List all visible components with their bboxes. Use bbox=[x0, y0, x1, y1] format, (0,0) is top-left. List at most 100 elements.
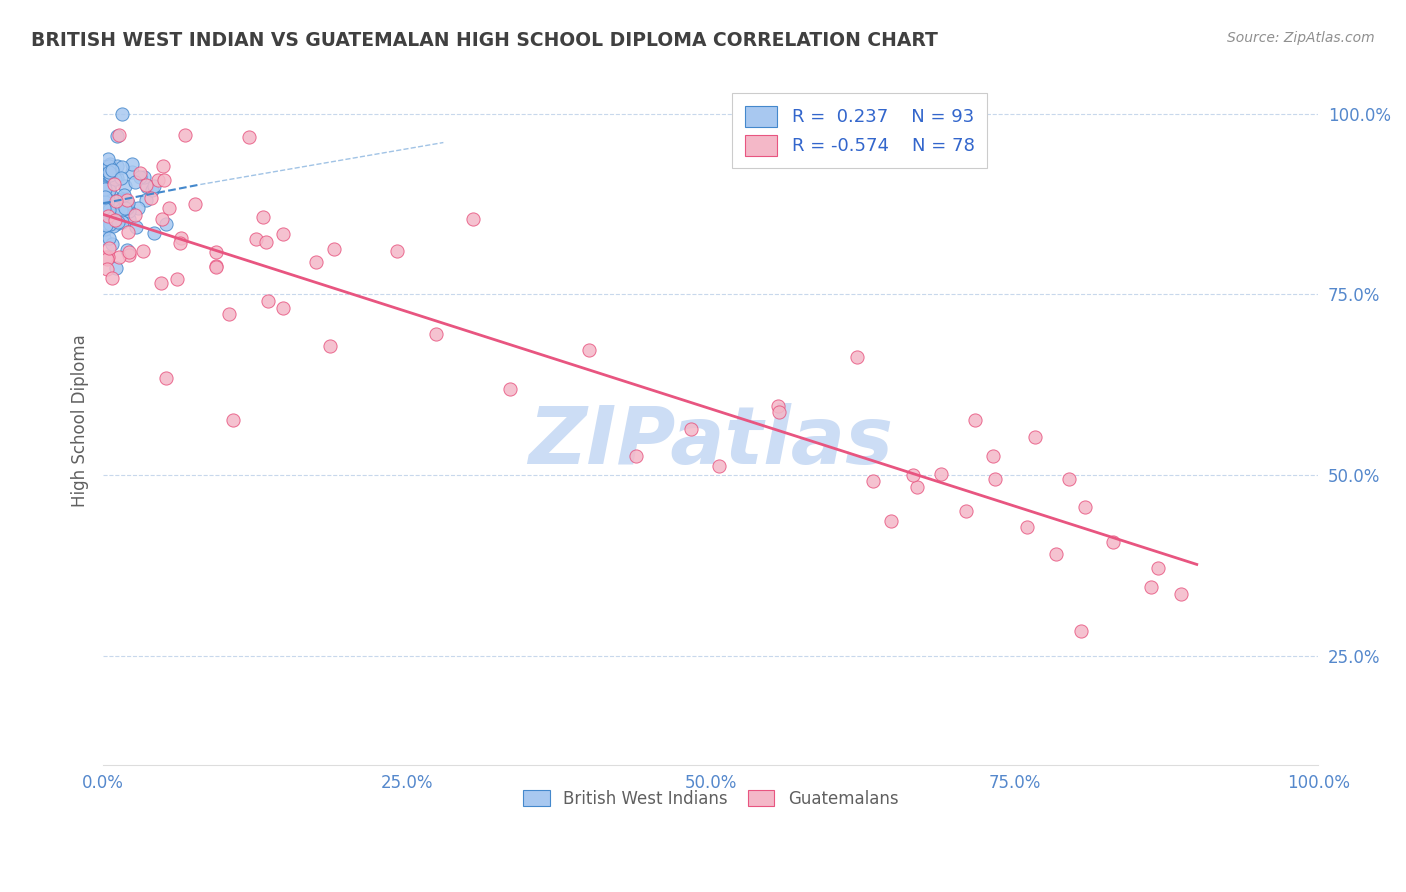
Point bbox=[93, 201, 115, 215]
Point bbox=[111, 107, 134, 121]
Point bbox=[93, 181, 115, 195]
Point bbox=[93, 160, 115, 174]
Point bbox=[707, 459, 730, 474]
Point bbox=[101, 163, 124, 178]
Point bbox=[98, 171, 121, 186]
Point bbox=[111, 160, 134, 174]
Point bbox=[97, 231, 120, 245]
Point bbox=[905, 480, 928, 494]
Point bbox=[132, 169, 155, 184]
Point bbox=[159, 201, 181, 215]
Point bbox=[121, 165, 143, 179]
Point bbox=[238, 130, 260, 145]
Point bbox=[97, 193, 120, 207]
Point bbox=[205, 260, 228, 274]
Point bbox=[319, 339, 342, 353]
Point bbox=[101, 219, 124, 234]
Point bbox=[981, 450, 1004, 464]
Point bbox=[97, 182, 120, 196]
Point bbox=[304, 255, 326, 269]
Point bbox=[984, 472, 1007, 486]
Point bbox=[1024, 430, 1046, 444]
Point bbox=[121, 157, 143, 171]
Point bbox=[135, 178, 157, 192]
Text: ZIPatlas: ZIPatlas bbox=[529, 402, 893, 481]
Point bbox=[114, 202, 136, 216]
Point bbox=[128, 166, 150, 180]
Point bbox=[97, 164, 120, 178]
Point bbox=[124, 209, 146, 223]
Point bbox=[117, 193, 139, 207]
Point bbox=[93, 209, 115, 223]
Point bbox=[94, 191, 117, 205]
Point bbox=[103, 201, 125, 215]
Point bbox=[105, 213, 128, 227]
Point bbox=[93, 231, 115, 245]
Point bbox=[169, 236, 191, 251]
Point bbox=[107, 250, 129, 264]
Point bbox=[105, 260, 128, 275]
Point bbox=[141, 190, 163, 204]
Point bbox=[105, 170, 128, 185]
Point bbox=[97, 160, 120, 174]
Point bbox=[1045, 547, 1067, 561]
Point bbox=[846, 350, 869, 364]
Point bbox=[929, 467, 952, 482]
Point bbox=[94, 222, 117, 236]
Point bbox=[143, 179, 166, 194]
Point bbox=[117, 248, 139, 262]
Point bbox=[103, 202, 125, 216]
Point bbox=[118, 211, 141, 226]
Point bbox=[184, 197, 207, 211]
Point bbox=[150, 211, 173, 226]
Point bbox=[1059, 471, 1081, 485]
Point bbox=[1070, 624, 1092, 639]
Point bbox=[104, 194, 127, 208]
Point bbox=[96, 252, 118, 266]
Point bbox=[103, 177, 125, 191]
Point bbox=[385, 244, 408, 259]
Point bbox=[1170, 587, 1192, 601]
Point bbox=[104, 212, 127, 227]
Point bbox=[148, 173, 170, 187]
Point bbox=[96, 176, 118, 190]
Point bbox=[110, 171, 132, 186]
Point bbox=[94, 206, 117, 220]
Point bbox=[98, 241, 121, 255]
Point bbox=[578, 343, 600, 357]
Point bbox=[108, 194, 131, 208]
Point bbox=[624, 449, 647, 463]
Point bbox=[105, 217, 128, 231]
Point bbox=[100, 187, 122, 202]
Point bbox=[96, 219, 118, 233]
Point bbox=[107, 215, 129, 229]
Point bbox=[166, 272, 188, 286]
Point bbox=[105, 159, 128, 173]
Point bbox=[131, 244, 153, 259]
Point bbox=[205, 245, 228, 260]
Point bbox=[110, 193, 132, 207]
Point bbox=[94, 250, 117, 264]
Point bbox=[93, 184, 115, 198]
Point bbox=[94, 189, 117, 203]
Point bbox=[100, 236, 122, 251]
Point bbox=[127, 202, 149, 216]
Point bbox=[681, 421, 703, 435]
Legend: British West Indians, Guatemalans: British West Indians, Guatemalans bbox=[516, 783, 905, 814]
Point bbox=[245, 232, 267, 246]
Point bbox=[94, 196, 117, 211]
Point bbox=[112, 188, 135, 202]
Point bbox=[98, 157, 121, 171]
Point bbox=[105, 129, 128, 144]
Point bbox=[103, 164, 125, 178]
Point bbox=[1015, 520, 1038, 534]
Point bbox=[124, 175, 146, 189]
Y-axis label: High School Diploma: High School Diploma bbox=[72, 334, 89, 508]
Point bbox=[97, 183, 120, 197]
Point bbox=[93, 193, 115, 207]
Point bbox=[108, 193, 131, 207]
Point bbox=[98, 217, 121, 231]
Point bbox=[322, 242, 344, 256]
Point bbox=[98, 178, 121, 192]
Point bbox=[117, 196, 139, 211]
